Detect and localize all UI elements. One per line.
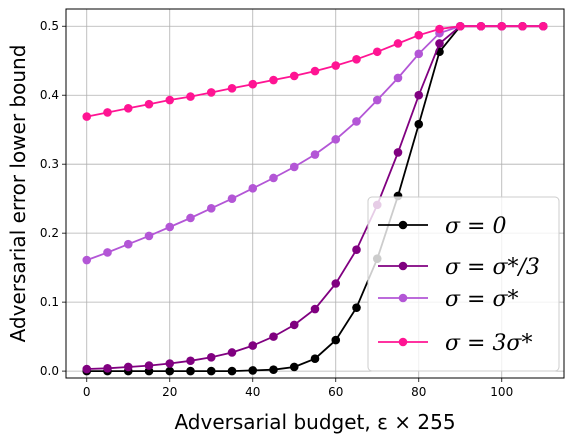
data-point (227, 366, 237, 376)
x-axis-ticks: 0 20 40 60 80 100 (83, 378, 513, 399)
data-point (414, 119, 424, 129)
y-tick-label: 0.0 (40, 364, 59, 378)
data-point (123, 239, 133, 249)
x-axis-label: Adversarial budget, ε × 255 (174, 410, 455, 434)
data-point (206, 88, 216, 97)
legend-label: σ = 3σ* (445, 331, 532, 356)
data-point (186, 213, 195, 223)
data-point (331, 335, 341, 345)
legend-label: σ = σ*/3 (445, 255, 540, 280)
data-point (82, 112, 92, 121)
data-point (103, 248, 112, 257)
data-point (165, 95, 175, 105)
y-tick-label: 0.4 (40, 88, 59, 102)
data-point (103, 364, 112, 373)
data-point (269, 332, 278, 341)
data-point (518, 21, 527, 31)
legend-label: σ = σ* (445, 287, 518, 312)
data-point (269, 365, 278, 375)
series-4 (82, 21, 548, 121)
data-point (372, 95, 382, 105)
x-tick-label: 60 (328, 385, 343, 399)
data-point (227, 194, 237, 203)
data-point (227, 84, 237, 93)
data-point (186, 356, 195, 366)
data-point (144, 99, 154, 109)
data-point (165, 222, 175, 232)
data-point (144, 231, 154, 241)
data-point (538, 21, 548, 31)
data-point (393, 73, 403, 83)
data-point (455, 21, 465, 31)
legend-box (367, 196, 560, 372)
data-point (206, 353, 216, 362)
data-point (289, 362, 299, 372)
data-point (414, 30, 424, 40)
data-point (269, 173, 278, 183)
x-tick-label: 0 (83, 385, 91, 399)
data-point (144, 361, 154, 370)
data-point (352, 55, 361, 64)
data-point (269, 75, 278, 85)
data-point (82, 255, 92, 265)
data-point (165, 366, 175, 376)
data-point (497, 21, 507, 31)
plot-frame (65, 8, 565, 379)
data-point (165, 359, 175, 368)
data-point (414, 49, 424, 59)
data-point (476, 21, 486, 31)
x-tick-label: 40 (245, 385, 260, 399)
legend-swatch-marker (398, 220, 408, 230)
data-point (310, 304, 320, 314)
data-point (331, 135, 341, 144)
data-point (227, 348, 237, 357)
legend: σ = 0 σ = σ*/3 σ = σ* σ = 3σ* (367, 196, 560, 372)
data-point (289, 162, 299, 172)
data-point (82, 364, 92, 374)
data-point (123, 362, 133, 372)
legend-swatch-marker (398, 293, 408, 303)
x-tick-label: 100 (490, 385, 513, 399)
data-point (123, 104, 133, 113)
data-point (393, 148, 403, 157)
legend-swatch-marker (398, 337, 408, 347)
data-point (372, 47, 382, 57)
y-tick-label: 0.3 (40, 157, 59, 171)
data-point (331, 61, 341, 70)
y-tick-label: 0.5 (40, 19, 59, 33)
data-point (435, 24, 444, 34)
data-point (310, 66, 320, 76)
y-axis-ticks: 0.0 0.1 0.2 0.3 0.4 0.5 (40, 19, 66, 378)
data-point (248, 79, 258, 89)
data-point (393, 39, 403, 48)
x-tick-label: 20 (162, 385, 177, 399)
legend-swatch-marker (398, 261, 408, 271)
data-point (206, 366, 216, 376)
data-point (206, 204, 216, 213)
data-point (289, 71, 299, 81)
data-point (352, 303, 361, 312)
data-point (414, 90, 424, 100)
y-tick-label: 0.2 (40, 226, 59, 240)
data-point (248, 184, 258, 193)
data-point (331, 279, 341, 288)
data-point (186, 92, 195, 101)
legend-label: σ = 0 (445, 214, 506, 239)
series-layer (82, 21, 548, 376)
data-point (310, 354, 320, 363)
y-axis-label: Adversarial error lower bound (6, 45, 30, 343)
y-tick-label: 0.1 (40, 295, 59, 309)
data-point (435, 39, 444, 48)
data-point (310, 150, 320, 159)
x-tick-label: 80 (411, 385, 426, 399)
data-point (352, 117, 361, 126)
data-point (289, 320, 299, 330)
data-point (103, 108, 112, 117)
data-point (248, 341, 258, 350)
data-point (248, 366, 258, 375)
data-point (186, 366, 195, 376)
data-point (352, 245, 361, 255)
